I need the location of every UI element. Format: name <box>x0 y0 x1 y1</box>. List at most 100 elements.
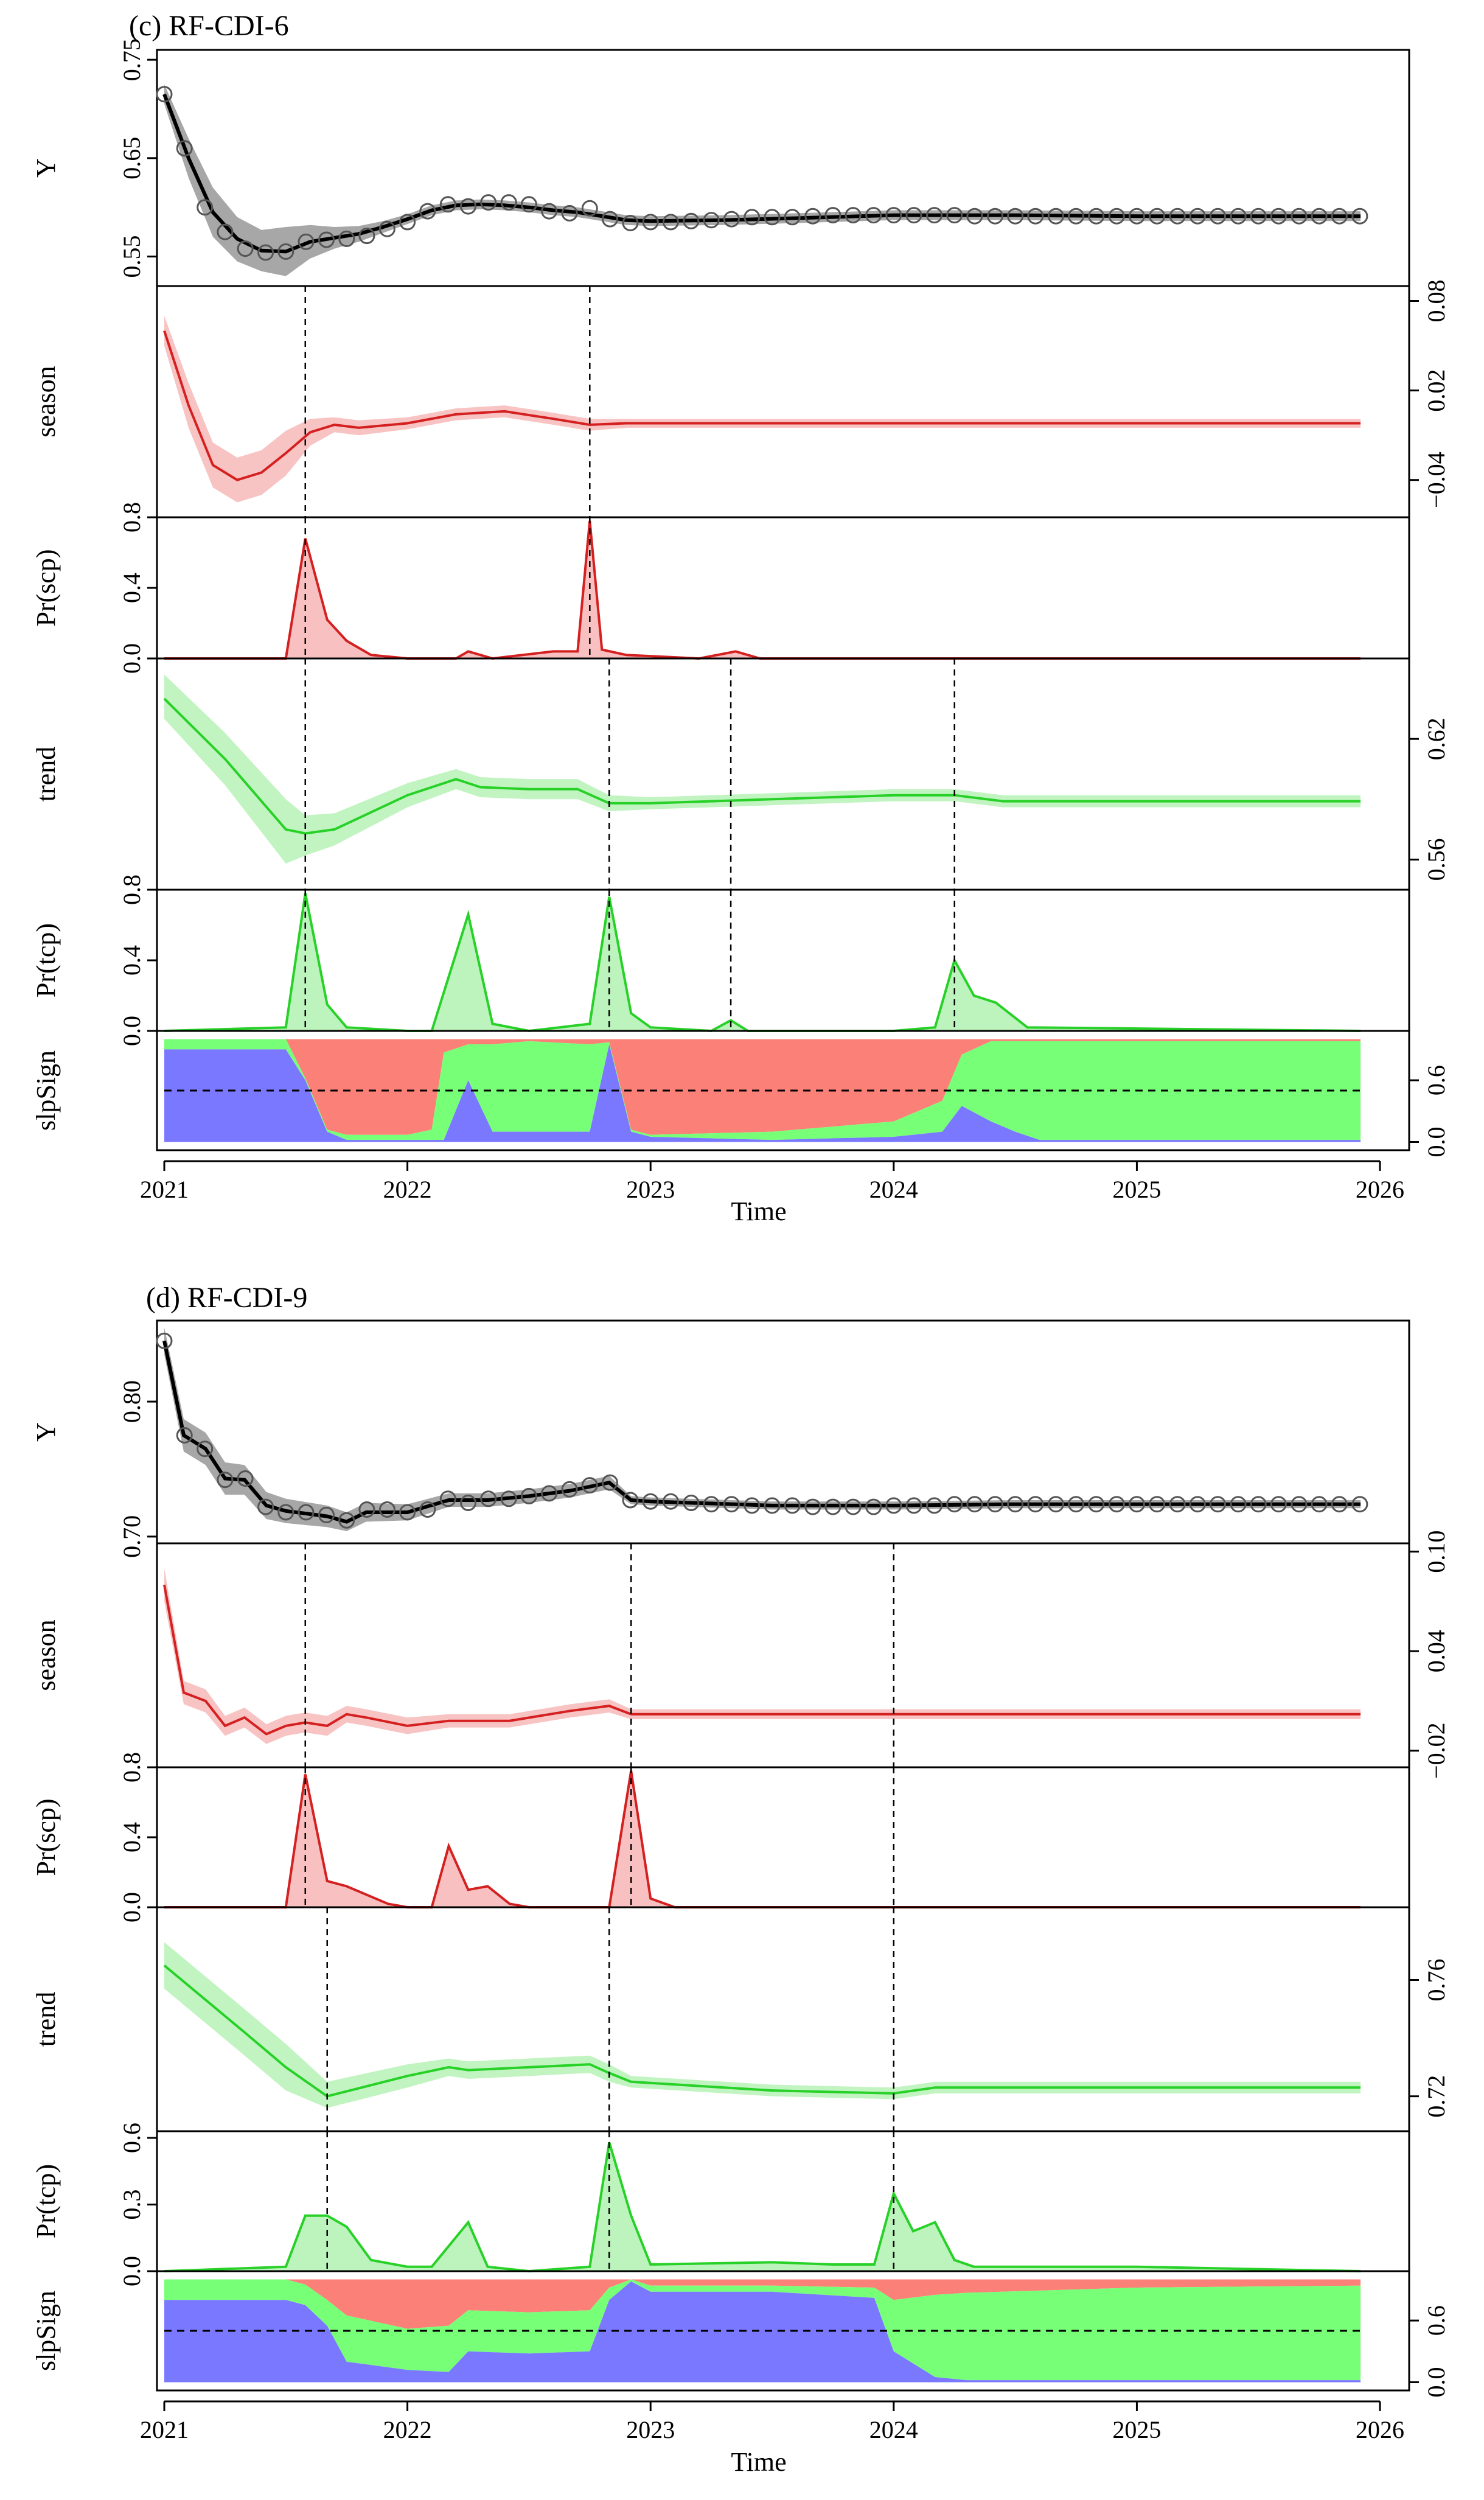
d-season-line <box>163 1584 1361 1736</box>
d-slpsign-ytick-label: 0.6 <box>1423 2305 1450 2336</box>
c-y-obs-point <box>439 196 456 213</box>
d-y-obs-point <box>824 1498 841 1515</box>
d-y-obs-point <box>581 1477 598 1494</box>
c-season-line <box>163 330 1361 481</box>
d-season-ylabel: season <box>31 1619 61 1691</box>
c-y-obs-point <box>318 231 335 248</box>
c-y-obs-point <box>358 228 375 245</box>
c-slpsign-panel: slpSign 0.0 0.6 <box>31 1030 1450 1157</box>
d-xtick-label: 2024 <box>869 2416 918 2443</box>
c-y-obs-point <box>764 209 781 226</box>
c-y-obs-point <box>602 211 618 228</box>
c-y-obs-point <box>1189 208 1206 225</box>
d-xaxis-label: Time <box>731 2447 786 2477</box>
d-y-obs-point <box>439 1490 456 1507</box>
d-y-obs-point <box>419 1501 436 1518</box>
c-y-obs-point <box>237 240 254 257</box>
d-y-obs-point <box>642 1493 659 1510</box>
d-prtcp-ytick-label: 0.0 <box>118 2256 145 2286</box>
d-y-obs-point <box>378 1501 395 1518</box>
d-y-obs-point <box>662 1493 679 1510</box>
c-xtick-label: 2023 <box>626 1176 675 1203</box>
figure-c-title: (c) RF-CDI-6 <box>129 10 289 42</box>
d-y-obs-point <box>1331 1496 1348 1513</box>
d-y-obs-point <box>1291 1496 1308 1513</box>
d-y-obs-point <box>480 1490 497 1507</box>
c-xtick-label: 2022 <box>383 1176 432 1203</box>
c-y-obs-point <box>622 215 639 231</box>
c-y-obs-point <box>1270 208 1287 225</box>
d-y-ytick-label: 0.80 <box>118 1380 145 1423</box>
c-prtcp-ytick-label: 0.4 <box>118 945 145 976</box>
d-y-obs-point <box>784 1497 801 1514</box>
c-y-obs-point <box>642 214 659 231</box>
d-slpsign-panel: slpSign 0.0 0.6 <box>31 2270 1450 2398</box>
d-y-obs-point <box>1230 1496 1247 1513</box>
d-y-obs-point <box>399 1504 416 1521</box>
d-y-obs-point <box>926 1497 943 1514</box>
c-y-obs-point <box>1291 208 1308 225</box>
c-tcp-ylabel: Pr(tcp) <box>31 923 61 997</box>
c-y-obs-point <box>520 196 537 213</box>
c-y-obs-point <box>905 207 922 224</box>
c-y-ytick-label: 0.75 <box>118 38 145 81</box>
c-xtick-label: 2025 <box>1112 1176 1161 1203</box>
d-y-obs-point <box>1128 1496 1145 1513</box>
d-Y-panel: Y 0.70 0.80 <box>31 1319 1410 1558</box>
d-y-obs-point <box>905 1497 922 1514</box>
d-y-obs-point <box>865 1498 882 1515</box>
c-y-obs-point <box>1311 208 1328 225</box>
d-xtick-label: 2025 <box>1112 2416 1161 2443</box>
c-prscp-line <box>164 520 1361 660</box>
d-tcp-panel: Pr(tcp) 0.0 0.3 0.6 <box>31 2123 1410 2286</box>
d-trend-band <box>164 1942 1361 2108</box>
c-y-obs-point <box>1068 208 1084 225</box>
d-y-obs-point <box>1169 1496 1186 1513</box>
c-prtcp-ytick-label: 0.8 <box>118 875 145 905</box>
c-y-obs-point <box>885 207 902 224</box>
c-slpsign-ytick-label: 0.0 <box>1423 1127 1450 1157</box>
c-season-ytick-label: 0.08 <box>1423 280 1450 323</box>
c-y-obs-point <box>298 233 315 250</box>
c-season-ytick-label: 0.02 <box>1423 369 1450 412</box>
c-prscp-ytick-label: 0.4 <box>118 573 145 603</box>
d-season-ytick-label: −0.02 <box>1423 1722 1450 1779</box>
c-y-obs-point <box>824 207 841 224</box>
d-y-ytick-label: 0.70 <box>118 1515 145 1558</box>
c-scp-panel: Pr(scp) 0.0 0.4 0.8 <box>31 502 1410 674</box>
c-slpsign-zero-area <box>164 1044 1361 1142</box>
d-y-obs-point <box>1047 1496 1064 1513</box>
d-prscp-line <box>164 1770 1361 1908</box>
d-y-obs-point <box>622 1492 639 1509</box>
d-y-obs-point <box>520 1487 537 1504</box>
c-y-obs-point <box>500 194 517 211</box>
c-slpsign-ylabel: slpSign <box>31 1050 61 1131</box>
c-y-obs-point <box>683 212 700 229</box>
c-Y-ylabel: Y <box>31 158 61 178</box>
d-prscp-ytick-label: 0.4 <box>118 1822 145 1852</box>
d-y-obs-point <box>1270 1496 1287 1513</box>
d-y-obs-point <box>845 1498 862 1515</box>
d-prscp-ytick-label: 0.0 <box>118 1892 145 1922</box>
d-y-fitted-line <box>162 1340 1361 1524</box>
c-y-obs-point <box>865 207 882 224</box>
d-y-obs-point <box>1088 1496 1105 1513</box>
c-season-panel: season −0.04 0.02 0.08 <box>31 280 1450 519</box>
c-y-obs-point <box>257 244 274 261</box>
c-trend-ytick-label: 0.56 <box>1423 838 1450 881</box>
c-y-obs-point <box>217 223 234 240</box>
c-y-obs-point <box>480 194 497 211</box>
c-y-obs-point <box>723 211 740 228</box>
d-y-obs-point <box>1189 1496 1206 1513</box>
d-slpsign-positive-area <box>164 2279 1361 2381</box>
d-prtcp-ytick-label: 0.6 <box>118 2123 145 2153</box>
c-y-obs-point <box>460 198 476 215</box>
c-xtick-label: 2021 <box>140 1176 189 1203</box>
c-y-obs-point <box>1230 208 1247 225</box>
d-trend-ylabel: trend <box>31 1992 61 2047</box>
d-slpsign-zero-area <box>164 2281 1361 2383</box>
c-y-obs-point <box>744 209 761 226</box>
c-y-obs-point <box>1169 208 1186 225</box>
c-prtcp-ytick-label: 0.0 <box>118 1016 145 1046</box>
d-scp-ylabel: Pr(scp) <box>31 1798 61 1876</box>
